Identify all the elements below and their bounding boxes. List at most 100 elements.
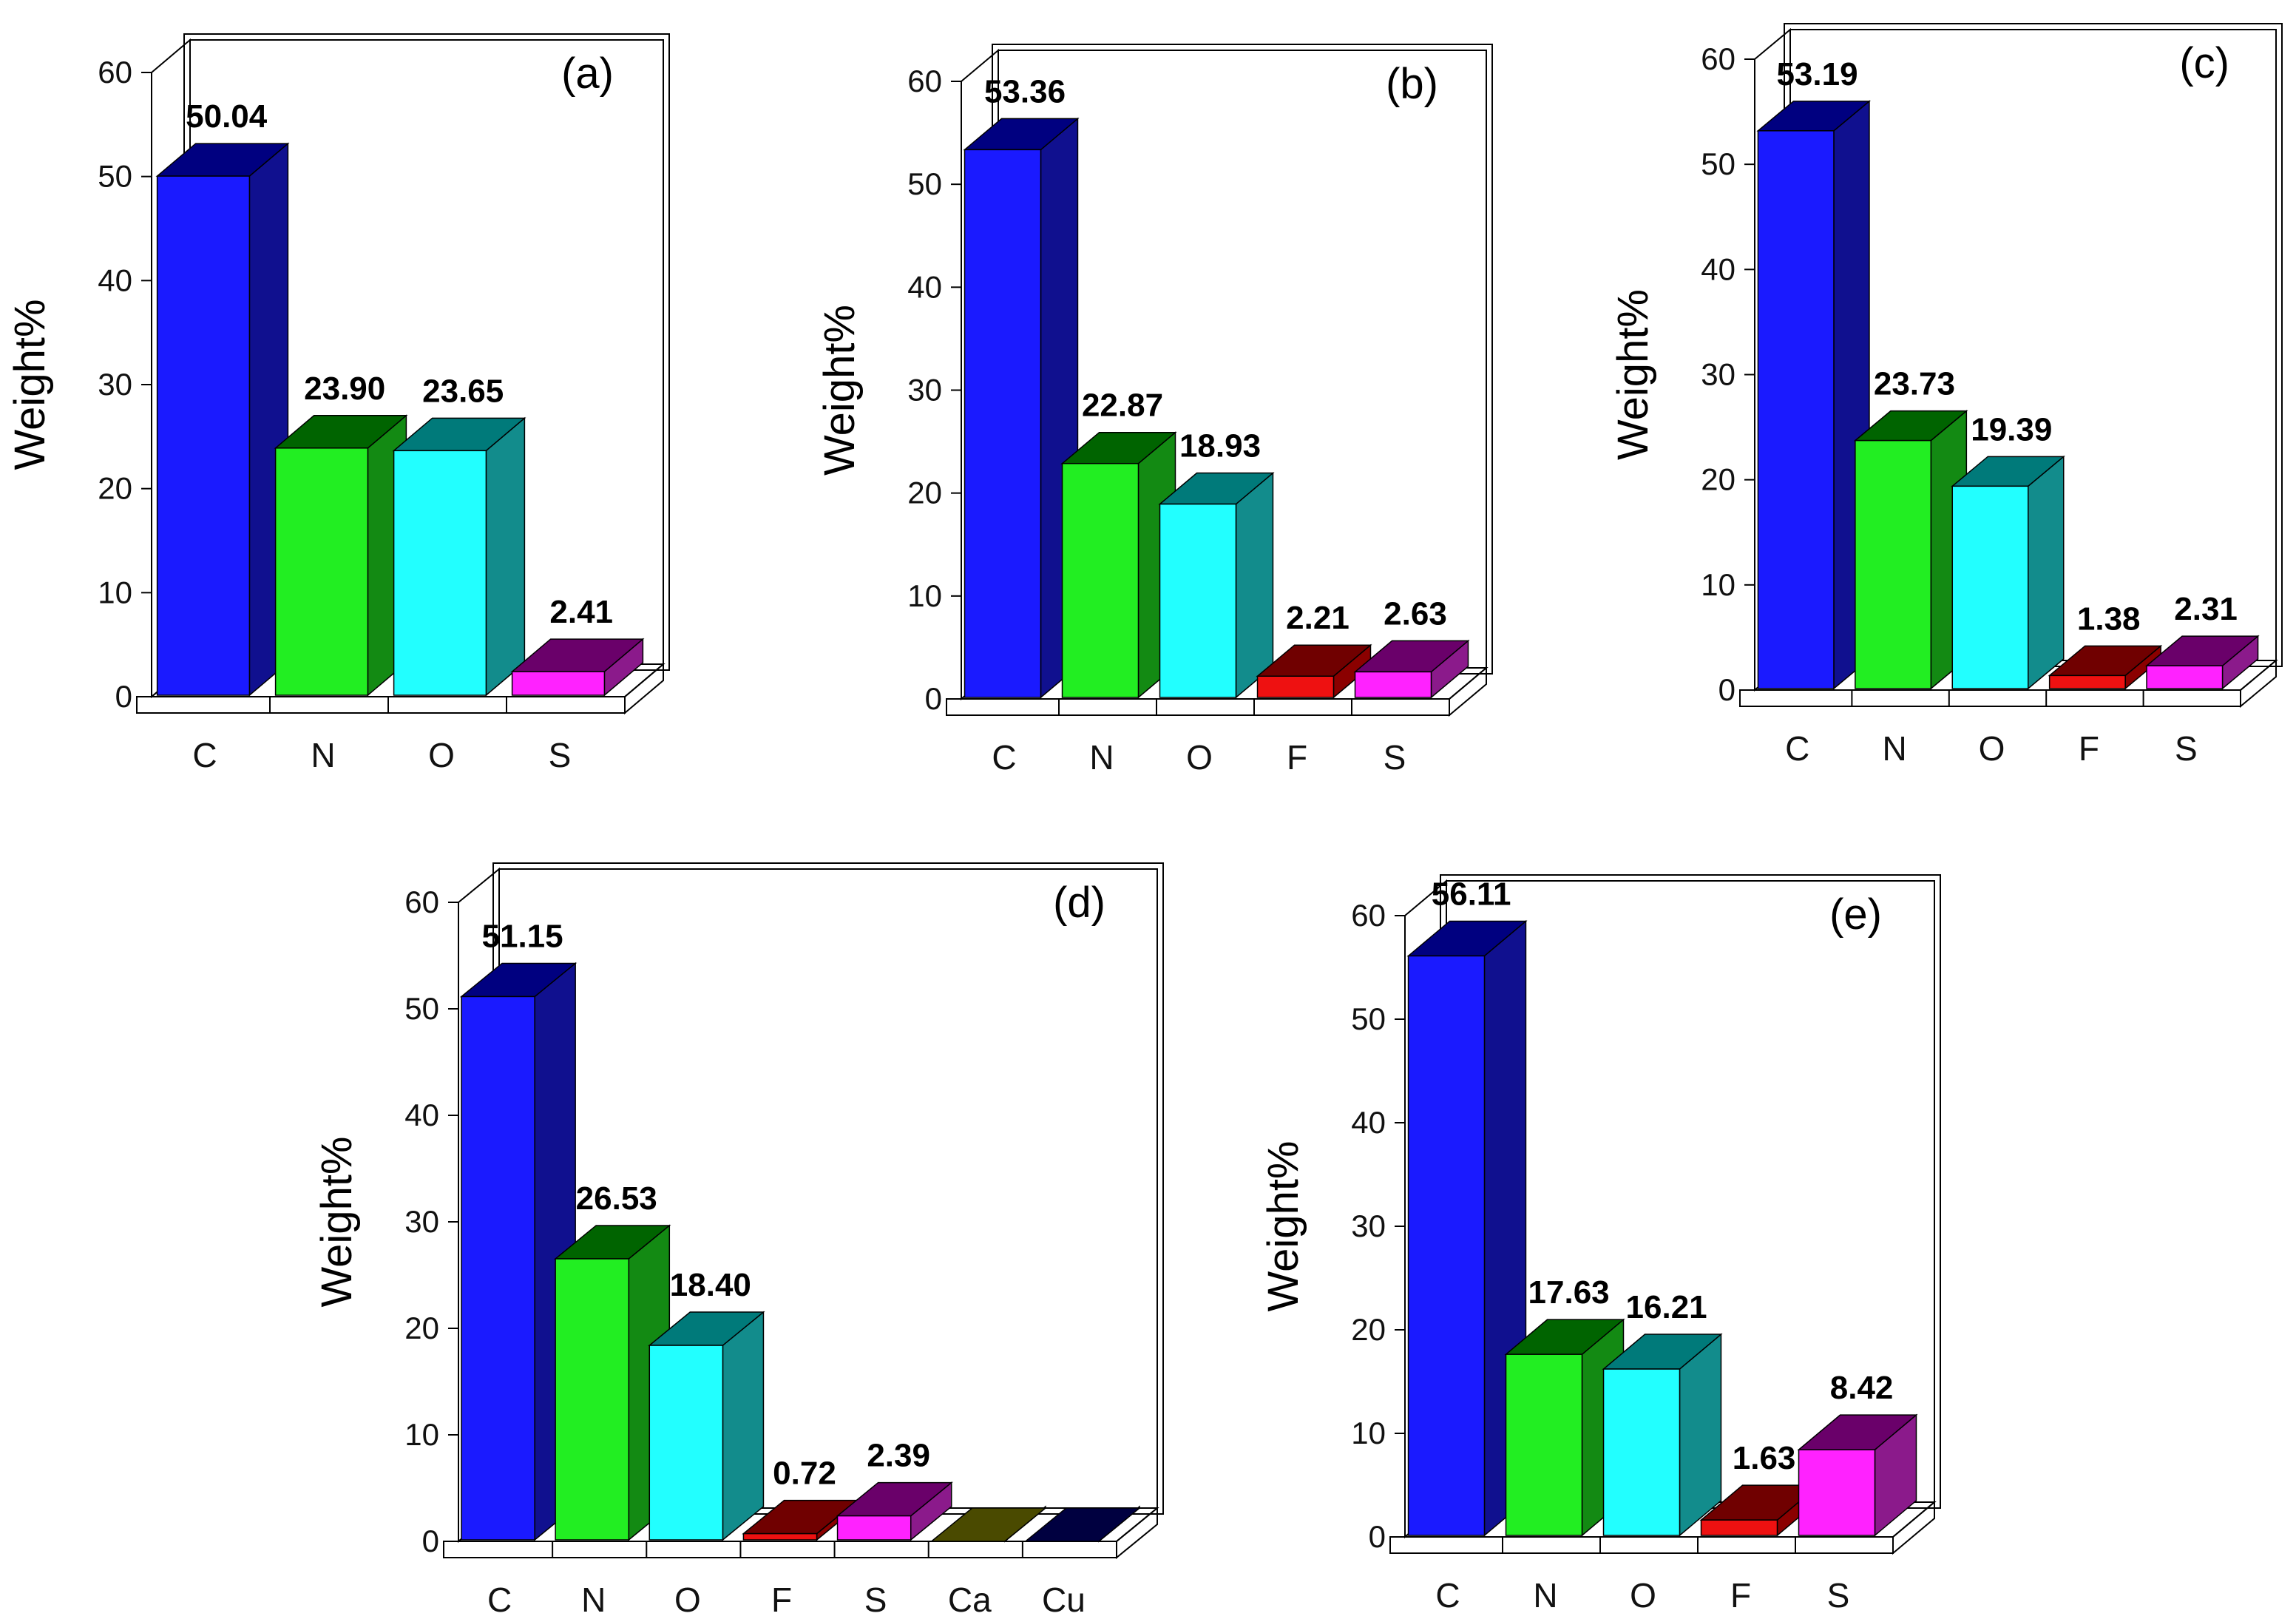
x-tick-label: N bbox=[1882, 729, 1906, 768]
x-tick-label: C bbox=[1785, 729, 1809, 768]
panel-a: 0 10 20 30 40 50 60 Weight% (a) 50.04 C 23.90 N 23.65… bbox=[6, 33, 670, 774]
bar-front bbox=[742, 1532, 818, 1541]
floor-side bbox=[1892, 1500, 1935, 1555]
value-label: 50.04 bbox=[186, 98, 268, 135]
bar-O bbox=[1602, 1333, 1723, 1537]
y-axis-title: Weight% bbox=[816, 305, 864, 476]
bar-front bbox=[1798, 1449, 1876, 1536]
y-tick-label: 40 bbox=[907, 269, 942, 304]
panel-label: (a) bbox=[561, 50, 614, 98]
floor-front bbox=[136, 696, 626, 714]
x-tick-label: S bbox=[1384, 738, 1406, 777]
x-tick-label: F bbox=[771, 1581, 792, 1619]
bar-S bbox=[836, 1481, 953, 1541]
value-label: 23.65 bbox=[422, 373, 504, 409]
y-tick-label: 30 bbox=[404, 1204, 439, 1239]
x-tick-label: C bbox=[192, 736, 217, 774]
bar-front bbox=[1505, 1353, 1583, 1536]
bar-Cu bbox=[1023, 1505, 1142, 1543]
y-tick-label: 60 bbox=[98, 55, 132, 89]
x-tick-label: F bbox=[2079, 729, 2099, 768]
panel-d: 0 10 20 30 40 50 60 Weight% (d) 51.15 C 26.53 N 18.40… bbox=[313, 862, 1164, 1619]
value-label: 18.93 bbox=[1179, 428, 1261, 464]
bar-side bbox=[2027, 455, 2065, 690]
y-tick-label: 60 bbox=[1351, 898, 1386, 933]
value-label: 26.53 bbox=[576, 1180, 657, 1217]
bar-top bbox=[929, 1507, 1047, 1542]
bar-O bbox=[392, 416, 526, 697]
x-tick-label: O bbox=[1979, 729, 2005, 768]
bar-front bbox=[511, 671, 606, 696]
value-label: 22.87 bbox=[1082, 388, 1163, 424]
y-tick-label: 60 bbox=[404, 885, 439, 919]
bar-front bbox=[1159, 503, 1237, 698]
y-tick-label: 50 bbox=[907, 166, 942, 201]
value-label: 51.15 bbox=[482, 918, 563, 954]
y-axis-title: Weight% bbox=[1609, 289, 1657, 460]
bar-front bbox=[1407, 955, 1486, 1536]
bar-C bbox=[963, 117, 1080, 699]
floor-side bbox=[624, 662, 664, 715]
value-label: 56.11 bbox=[1432, 876, 1511, 912]
x-tick-label: S bbox=[2175, 729, 2198, 768]
bar-front bbox=[555, 1258, 630, 1541]
y-tick-label: 40 bbox=[1351, 1105, 1386, 1140]
panel-label: (c) bbox=[2179, 39, 2229, 87]
bar-N bbox=[554, 1224, 671, 1541]
floor-side bbox=[2240, 658, 2277, 709]
y-tick-label: 60 bbox=[907, 64, 942, 98]
bar-C bbox=[155, 142, 290, 697]
bar-front bbox=[648, 1345, 724, 1541]
value-label: 1.38 bbox=[2077, 601, 2141, 637]
y-tick-label: 10 bbox=[98, 575, 132, 609]
x-tick-label: C bbox=[992, 738, 1016, 777]
bar-front bbox=[1757, 130, 1835, 689]
bar-front bbox=[1951, 485, 2029, 689]
bar-front bbox=[836, 1515, 912, 1541]
bar-side bbox=[722, 1311, 765, 1541]
bar-front bbox=[461, 996, 535, 1541]
bar-Ca bbox=[929, 1505, 1047, 1543]
value-label: 23.90 bbox=[304, 371, 385, 407]
bar-S bbox=[2144, 635, 2260, 690]
bar-S bbox=[1797, 1413, 1918, 1537]
y-tick-label: 50 bbox=[1701, 146, 1735, 181]
y-tick-label: 60 bbox=[1701, 41, 1735, 76]
x-tick-label: Cu bbox=[1042, 1581, 1086, 1619]
x-tick-label: N bbox=[1089, 738, 1114, 777]
y-axis-title: Weight% bbox=[313, 1136, 361, 1307]
x-tick-label: C bbox=[1435, 1576, 1460, 1615]
bar-front bbox=[1061, 462, 1139, 698]
y-tick-label: 30 bbox=[1351, 1209, 1386, 1243]
value-label: 17.63 bbox=[1528, 1274, 1610, 1311]
y-tick-label: 20 bbox=[98, 471, 132, 506]
panel-b: 0 10 20 30 40 50 60 Weight% (b) 53.36 C 22.87 N 18.93… bbox=[816, 44, 1493, 777]
y-tick-label: 0 bbox=[1369, 1519, 1386, 1554]
value-label: 2.63 bbox=[1384, 595, 1447, 632]
x-tick-label: Ca bbox=[948, 1581, 992, 1619]
bar-front bbox=[964, 149, 1042, 698]
value-label: 2.21 bbox=[1286, 600, 1350, 636]
x-tick-label: N bbox=[581, 1581, 606, 1619]
panel-label: (b) bbox=[1386, 60, 1438, 108]
y-tick-label: 50 bbox=[404, 991, 439, 1026]
x-tick-label: F bbox=[1730, 1576, 1751, 1615]
y-tick-label: 20 bbox=[404, 1311, 439, 1345]
bar-top bbox=[1023, 1507, 1142, 1542]
value-label: 1.63 bbox=[1733, 1440, 1796, 1476]
y-tick-label: 20 bbox=[1351, 1312, 1386, 1347]
y-tick-label: 0 bbox=[925, 681, 942, 716]
x-tick-label: C bbox=[487, 1581, 512, 1619]
x-tick-label: O bbox=[1186, 738, 1213, 777]
y-axis-title: Weight% bbox=[1259, 1140, 1307, 1311]
x-tick-label: F bbox=[1287, 738, 1307, 777]
bar-front bbox=[274, 447, 369, 696]
floor-front bbox=[443, 1541, 1117, 1558]
bar-S bbox=[510, 638, 645, 697]
bar-N bbox=[1060, 431, 1177, 699]
y-tick-label: 30 bbox=[1701, 357, 1735, 392]
value-label: 16.21 bbox=[1626, 1289, 1707, 1325]
value-label: 53.19 bbox=[1776, 56, 1858, 92]
bar-front bbox=[393, 450, 487, 696]
value-label: 18.40 bbox=[670, 1267, 751, 1303]
